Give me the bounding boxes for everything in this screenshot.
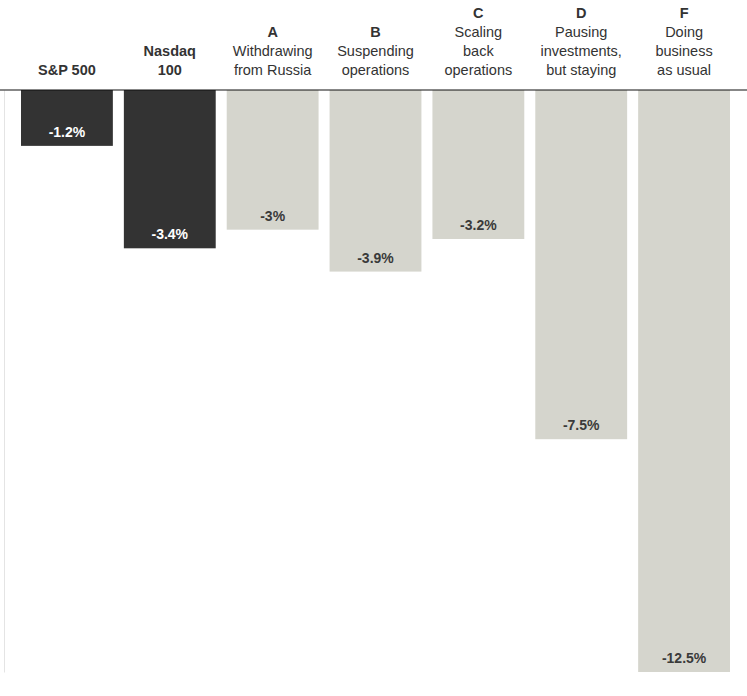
x-axis: S&P 500 Nasdaq100 AWithdrawingfrom Russia B… bbox=[38, 5, 713, 78]
y-axis bbox=[4, 91, 5, 673]
category-label: CScalingbackoperations bbox=[444, 5, 512, 78]
category-label: BSuspendingoperations bbox=[337, 24, 414, 78]
category-label: Nasdaq100 bbox=[144, 43, 196, 78]
category-label: FDoingbusinessas usual bbox=[655, 5, 712, 78]
data-label: -3% bbox=[260, 208, 285, 224]
category-label: DPausinginvestments,but staying bbox=[541, 5, 622, 78]
category-label: S&P 500 bbox=[38, 62, 96, 78]
category-label: AWithdrawingfrom Russia bbox=[233, 24, 313, 78]
data-labels: -1.2% -3.4% -3% -3.9% -3.2% -7.5% -12.5% bbox=[49, 124, 707, 666]
data-label: -3.9% bbox=[357, 250, 394, 266]
bar bbox=[432, 90, 524, 239]
y-axis-line bbox=[4, 91, 5, 673]
bar bbox=[124, 90, 216, 248]
bar bbox=[330, 90, 422, 272]
bar bbox=[227, 90, 319, 230]
data-label: -12.5% bbox=[662, 650, 707, 666]
baseline bbox=[0, 89, 747, 90]
data-label: -3.4% bbox=[151, 226, 188, 242]
data-label: -3.2% bbox=[460, 217, 497, 233]
bar bbox=[535, 90, 627, 439]
bar bbox=[21, 90, 113, 146]
chart: S&P 500 Nasdaq100 AWithdrawingfrom Russia B… bbox=[0, 0, 747, 696]
data-label: -1.2% bbox=[49, 124, 86, 140]
bars bbox=[21, 90, 730, 672]
data-label: -7.5% bbox=[563, 417, 600, 433]
bar bbox=[638, 90, 730, 672]
